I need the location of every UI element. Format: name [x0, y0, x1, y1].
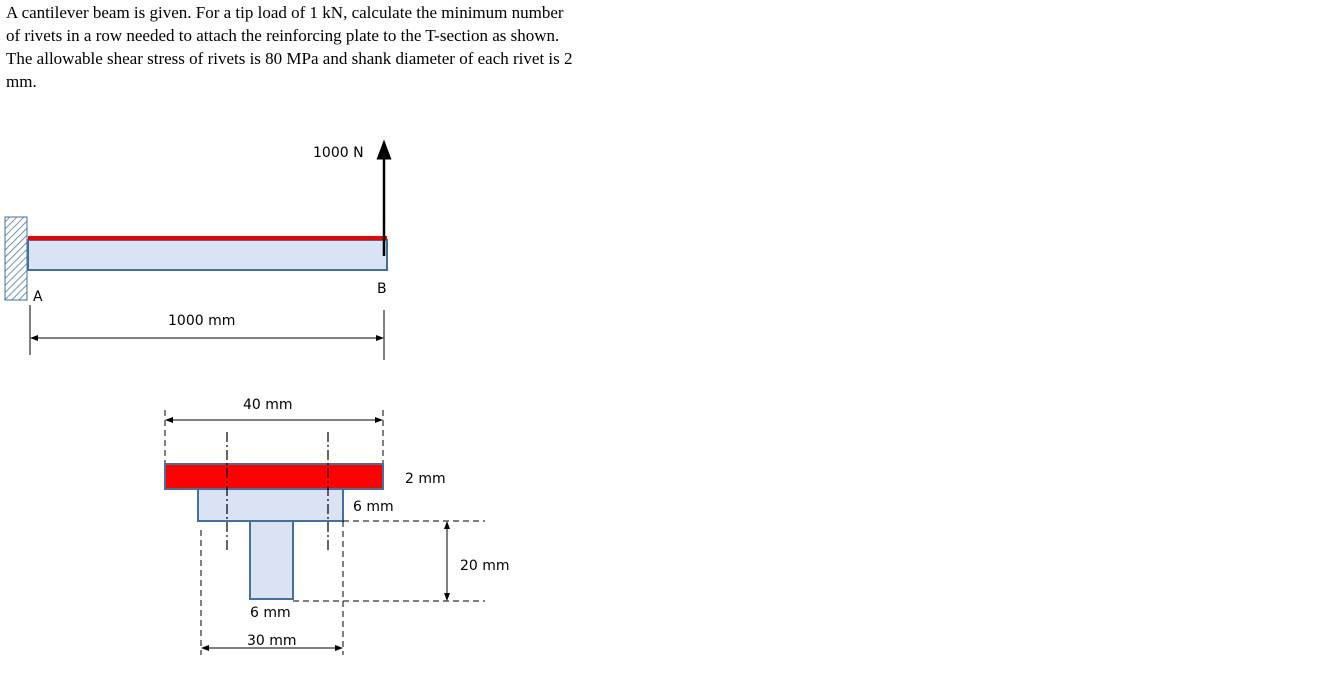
load-label: 1000 N [313, 145, 364, 161]
problem-line: A cantilever beam is given. For a tip lo… [6, 3, 564, 22]
problem-line: The allowable shear stress of rivets is … [6, 49, 573, 68]
problem-line: mm. [6, 72, 37, 91]
web-height-label: 20 mm [460, 558, 510, 574]
beam-diagram: 1000 N A B 1000 mm [4, 139, 392, 360]
flange-thickness-label: 6 mm [353, 499, 394, 515]
web [249, 520, 294, 600]
plate-thickness-label: 2 mm [405, 471, 446, 487]
web-thickness-label: 6 mm [250, 605, 291, 621]
plate-width-label: 40 mm [243, 397, 293, 413]
problem-text: A cantilever beam is given. For a tip lo… [6, 3, 573, 91]
flange [197, 488, 344, 522]
problem-line: of rivets in a row needed to attach the … [6, 26, 559, 45]
flange-width-label: 30 mm [247, 633, 297, 649]
tip-label: B [377, 281, 387, 297]
beam [27, 239, 388, 271]
support-label: A [33, 289, 43, 305]
length-label: 1000 mm [168, 313, 235, 329]
arrowheads [444, 521, 450, 601]
section-diagram: 40 mm 20 mm 2 mm 6 mm 6 mm 30 mm [164, 397, 510, 655]
wall [4, 216, 28, 301]
plate [164, 463, 384, 490]
